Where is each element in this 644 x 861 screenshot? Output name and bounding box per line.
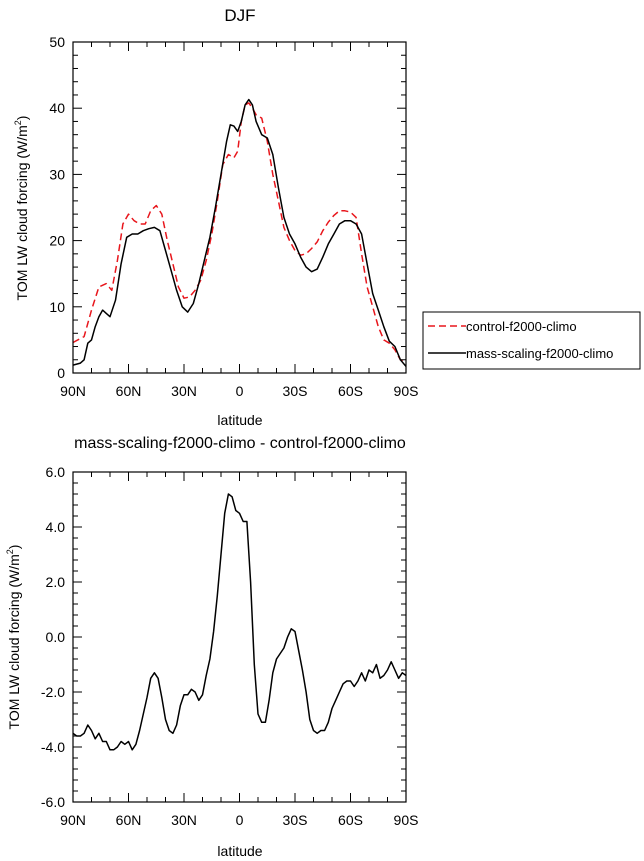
bottom-x-tick-label: 60S <box>338 812 363 828</box>
top-plot-frame <box>72 41 407 374</box>
bottom-plot-frame <box>72 471 407 803</box>
top-y-tick-label: 20 <box>49 233 65 249</box>
bottom-x-tick-label: 90S <box>394 812 419 828</box>
top-y-axis-label: TOM LW cloud forcing (W/m2) <box>13 116 30 301</box>
bottom-y-axis-label-main: TOM LW cloud forcing (W/m <box>6 554 22 729</box>
top-x-tick-label: 90S <box>394 383 419 399</box>
legend-box <box>422 311 641 370</box>
top-x-tick-label: 90N <box>60 383 86 399</box>
bottom-y-axis-label-end: ) <box>6 545 22 550</box>
top-x-tick-label: 0 <box>236 383 244 399</box>
top-y-tick-label: 0 <box>57 365 65 381</box>
top-chart: DJF 90N 60N 30N 0 30S 60S 90S 0 10 20 30… <box>13 6 641 428</box>
bottom-series-group <box>72 493 407 751</box>
series-difference-line <box>72 493 407 751</box>
bottom-y-axis-label: TOM LW cloud forcing (W/m2) <box>5 545 22 730</box>
top-x-tick-labels: 90N 60N 30N 0 30S 60S 90S <box>60 383 418 399</box>
bottom-y-axis-label-sup: 2 <box>5 549 15 554</box>
top-x-axis-label: latitude <box>217 412 262 428</box>
legend: control-f2000-climo mass-scaling-f2000-c… <box>422 311 641 370</box>
top-x-tick-label: 30S <box>283 383 308 399</box>
top-x-tick-label: 30N <box>171 383 197 399</box>
bottom-x-tick-label: 30N <box>171 812 197 828</box>
bottom-y-tick-label: -6.0 <box>41 794 65 810</box>
bottom-y-tick-label: 6.0 <box>46 464 66 480</box>
top-chart-title: DJF <box>224 6 255 25</box>
top-series-group <box>72 98 407 367</box>
bottom-x-tick-label: 0 <box>236 812 244 828</box>
top-y-axis-label-end: ) <box>14 116 30 121</box>
legend-label-mass-scaling-f2000-climo: mass-scaling-f2000-climo <box>466 346 613 361</box>
bottom-ticks <box>72 471 407 803</box>
top-y-tick-labels: 0 10 20 30 40 50 <box>49 34 65 381</box>
bottom-y-tick-label: 4.0 <box>46 519 66 535</box>
top-y-axis-label-main: TOM LW cloud forcing (W/m <box>14 125 30 300</box>
bottom-x-tick-label: 30S <box>283 812 308 828</box>
bottom-x-tick-labels: 90N 60N 30N 0 30S 60S 90S <box>60 812 418 828</box>
bottom-x-tick-label: 90N <box>60 812 86 828</box>
series-control-f2000-climo-line <box>72 102 407 362</box>
top-x-tick-label: 60N <box>116 383 142 399</box>
bottom-y-tick-labels: -6.0 -4.0 -2.0 0.0 2.0 4.0 6.0 <box>41 464 65 810</box>
top-y-tick-label: 10 <box>49 299 65 315</box>
top-y-axis-label-sup: 2 <box>13 120 23 125</box>
bottom-x-tick-label: 60N <box>116 812 142 828</box>
bottom-y-tick-label: 0.0 <box>46 629 66 645</box>
top-x-tick-label: 60S <box>338 383 363 399</box>
legend-label-control-f2000-climo: control-f2000-climo <box>466 319 577 334</box>
bottom-chart-title: mass-scaling-f2000-climo - control-f2000… <box>74 435 406 452</box>
top-y-tick-label: 30 <box>49 166 65 182</box>
bottom-x-axis-label: latitude <box>217 843 262 859</box>
bottom-y-tick-label: -2.0 <box>41 684 65 700</box>
top-y-tick-label: 40 <box>49 100 65 116</box>
bottom-chart: mass-scaling-f2000-climo - control-f2000… <box>5 435 418 859</box>
series-mass-scaling-f2000-climo-line <box>72 98 407 367</box>
bottom-y-tick-label: 2.0 <box>46 574 66 590</box>
top-y-tick-label: 50 <box>49 34 65 50</box>
bottom-y-tick-label: -4.0 <box>41 739 65 755</box>
top-ticks <box>72 41 407 374</box>
